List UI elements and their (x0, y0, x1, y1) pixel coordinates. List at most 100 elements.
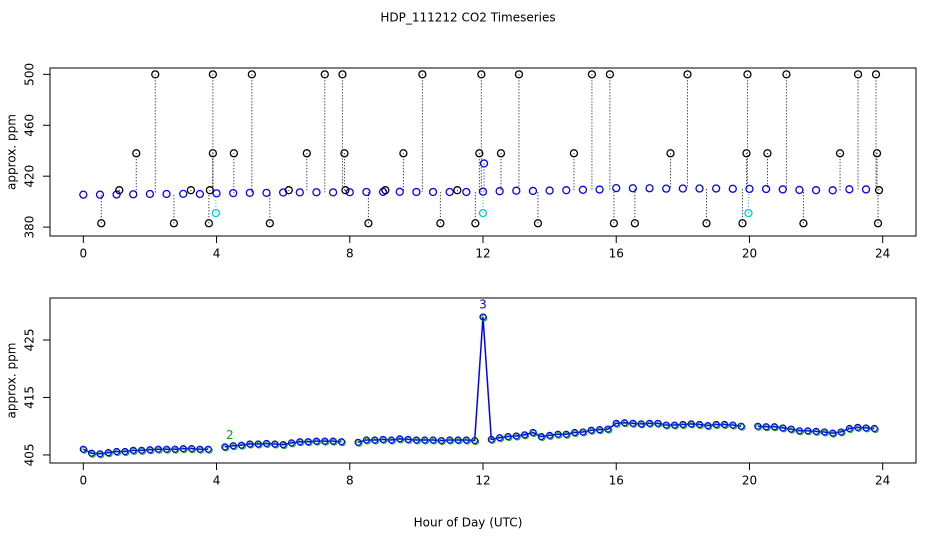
point (404, 435, 412, 444)
point-edge (630, 420, 638, 428)
x-tick-label: 0 (79, 474, 87, 488)
point (811, 186, 821, 195)
point-edge (721, 421, 729, 429)
point (137, 446, 146, 454)
point-edge (796, 428, 804, 436)
point-edge (164, 446, 172, 454)
chart-title: HDP_111212 CO2 Timeseries (380, 11, 555, 25)
point (245, 188, 254, 198)
point (578, 185, 588, 194)
point-edge (780, 425, 788, 433)
point (154, 445, 162, 453)
point (204, 445, 212, 453)
point-edge (730, 422, 738, 430)
point (554, 430, 562, 438)
point-edge (655, 420, 663, 428)
point-edge (355, 439, 363, 447)
point (312, 437, 321, 445)
point (212, 189, 221, 198)
point (378, 187, 388, 196)
point (479, 159, 489, 168)
point-edge (547, 432, 555, 440)
x-tick-label: 4 (213, 247, 221, 261)
point (371, 436, 379, 444)
point-edge (555, 431, 563, 439)
point (179, 445, 187, 453)
point (872, 149, 882, 158)
point (737, 422, 745, 430)
point (662, 421, 670, 429)
point (804, 427, 812, 435)
point-edge (397, 436, 405, 444)
point (95, 190, 105, 199)
point (862, 424, 870, 432)
point (262, 439, 271, 448)
point (341, 186, 350, 195)
point (129, 190, 138, 199)
point (379, 435, 387, 444)
y-tick-label: 420 (23, 165, 37, 188)
point-edge (305, 439, 313, 447)
point (445, 187, 454, 197)
point (421, 436, 429, 444)
point-edge (538, 434, 546, 442)
point (754, 422, 762, 430)
point (387, 436, 396, 444)
point (396, 435, 404, 443)
point (678, 184, 687, 193)
point (728, 184, 737, 193)
point-edge (139, 447, 147, 455)
point-edge (313, 438, 321, 446)
point-edge (530, 430, 538, 438)
point-edge (380, 436, 388, 444)
point (162, 445, 171, 453)
point-edge (147, 447, 155, 455)
point (853, 70, 863, 79)
point (345, 188, 354, 197)
point-edge (472, 438, 480, 446)
point (204, 219, 214, 228)
point-edge (513, 433, 521, 441)
x-tick-label: 16 (609, 247, 624, 261)
point-edge (622, 420, 630, 428)
point-edge (280, 442, 288, 450)
y-tick-label: 460 (23, 114, 37, 137)
point (479, 313, 487, 321)
point (97, 219, 106, 228)
point (112, 190, 121, 199)
point-edge (130, 447, 138, 455)
point (762, 423, 770, 431)
point (265, 219, 274, 228)
point (504, 432, 512, 441)
point-edge (297, 439, 305, 447)
point (612, 183, 621, 193)
point (529, 428, 537, 437)
point (437, 436, 445, 445)
y-tick-label: 425 (23, 329, 37, 352)
point-edge (239, 442, 247, 450)
point (329, 437, 337, 445)
point (496, 434, 504, 442)
point-edge (180, 446, 188, 454)
point (778, 185, 787, 194)
point (229, 442, 237, 450)
point-edge (572, 430, 580, 438)
x-tick-label: 20 (742, 247, 757, 261)
point (495, 187, 504, 196)
point (579, 428, 587, 436)
point (429, 436, 437, 444)
point (743, 70, 752, 79)
point (628, 184, 638, 193)
point-edge (738, 423, 746, 431)
x-tick-label: 8 (346, 474, 354, 488)
point (446, 436, 454, 444)
point (512, 186, 521, 195)
point-edge (197, 446, 205, 454)
point (712, 420, 720, 429)
x-tick-label: 0 (79, 247, 87, 261)
point-edge (705, 423, 713, 431)
point (704, 422, 712, 430)
point (870, 424, 878, 433)
point-edge (697, 421, 704, 429)
